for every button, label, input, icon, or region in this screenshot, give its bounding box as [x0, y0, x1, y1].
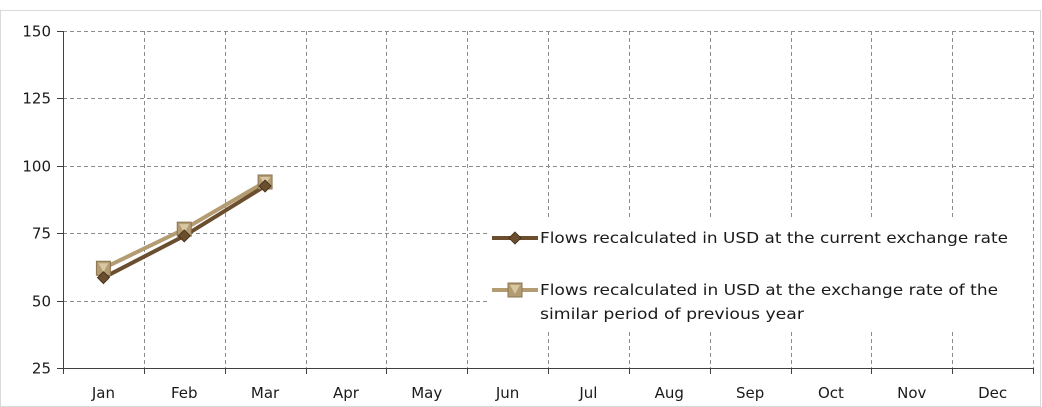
data-point-diamond: [508, 231, 522, 245]
legend-background: [488, 218, 1033, 330]
legend: Flows recalculated in USD at the current…: [488, 218, 1033, 330]
legend-item-2: Flows recalculated in USD at the exchang…: [492, 281, 998, 323]
y-tick-label: 25: [32, 360, 51, 378]
data-point-diamond: [258, 179, 272, 193]
x-tick-label: Nov: [897, 384, 926, 402]
series: [95, 174, 273, 285]
y-tick-label: 150: [22, 23, 51, 41]
x-tick-label: Sep: [736, 384, 764, 402]
legend-label-1: Flows recalculated in USD at the current…: [540, 229, 1008, 247]
legend-item-1: Flows recalculated in USD at the current…: [492, 229, 1008, 247]
x-tick-label: Jun: [495, 384, 519, 402]
legend-label-2: Flows recalculated in USD at the exchang…: [540, 281, 998, 323]
data-point-diamond: [177, 229, 191, 243]
x-tick-labels: Jan Feb Mar Apr May Jun Jul Aug Sep Oct Nov Dec: [91, 384, 1007, 402]
y-tick-label: 100: [22, 158, 51, 176]
x-tick-label: Oct: [818, 384, 844, 402]
y-tick-labels: 25 50 75 100 125 150: [22, 23, 51, 378]
x-tick-label: Jan: [91, 384, 115, 402]
data-point-square: [507, 282, 523, 298]
x-tick-label: May: [411, 384, 442, 402]
data-point-diamond: [96, 271, 110, 285]
chart-border: [0, 10, 1041, 407]
x-tick-label: Apr: [333, 384, 360, 402]
x-tick-label: Jul: [578, 384, 597, 402]
y-tick-label: 125: [22, 90, 51, 108]
x-tick-label: Mar: [251, 384, 280, 402]
x-tick-label: Feb: [171, 384, 198, 402]
x-tick-label: Aug: [655, 384, 684, 402]
y-tick-label: 75: [32, 225, 51, 243]
x-tick-label: Dec: [978, 384, 1007, 402]
axes: [0, 10, 1041, 407]
y-tick-label: 50: [32, 293, 51, 311]
